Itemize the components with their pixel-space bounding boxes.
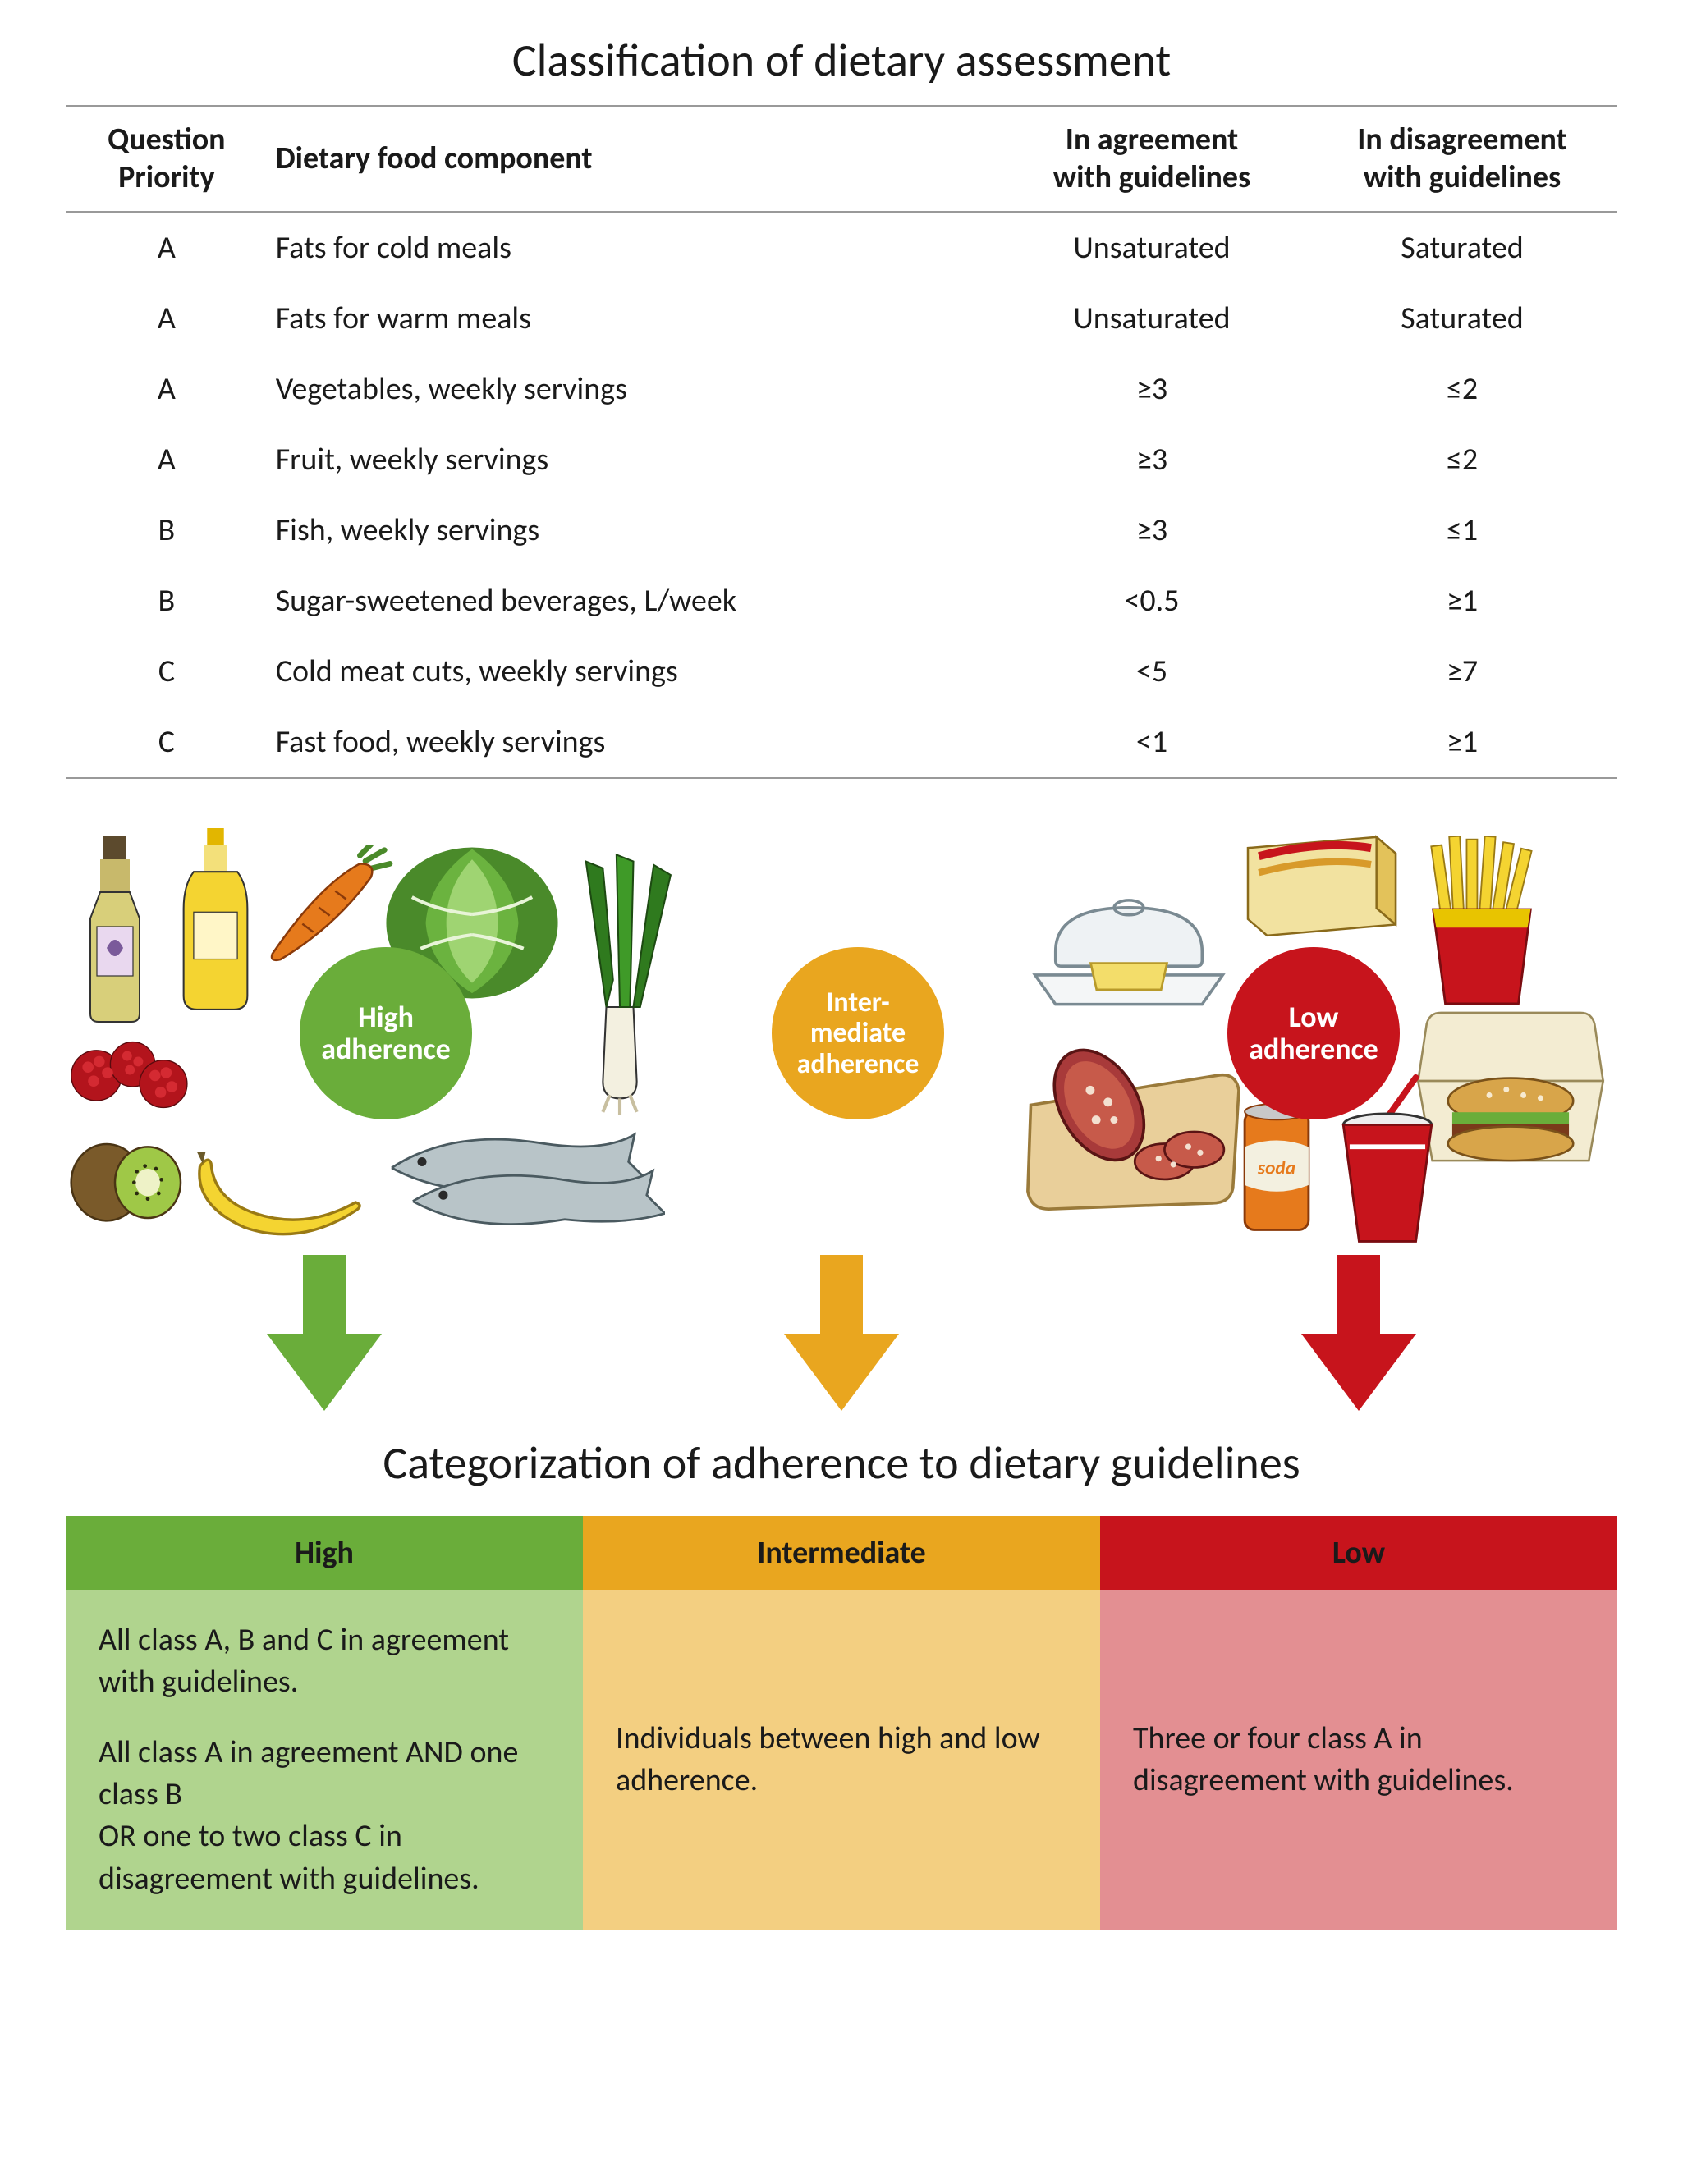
cat-body-low: Three or four class A in disagreement wi… [1100, 1590, 1617, 1930]
raspberries-icon [66, 1033, 205, 1140]
high-adherence-badge: Highadherence [300, 947, 472, 1119]
cat-header-high: High [66, 1516, 583, 1590]
arrow-high-icon [267, 1255, 382, 1411]
cell-priority: A [66, 354, 268, 424]
cat-body-text: Three or four class A in disagreement wi… [1133, 1718, 1584, 1802]
cat-header-low: Low [1100, 1516, 1617, 1590]
cell-component: Fruit, weekly servings [268, 424, 997, 495]
cat-header-intermediate: Intermediate [583, 1516, 1100, 1590]
table-row: CCold meat cuts, weekly servings<5≥7 [66, 636, 1617, 707]
cell-component: Fats for warm meals [268, 283, 997, 354]
cell-agree: <5 [997, 636, 1307, 707]
categorization-table: High Intermediate Low All class A, B and… [66, 1516, 1617, 1930]
cat-body-text: All class A, B and C in agreement with g… [99, 1619, 550, 1704]
cell-agree: ≥3 [997, 424, 1307, 495]
th-disagree: In disagreement with guidelines [1307, 106, 1617, 212]
cell-agree: <1 [997, 707, 1307, 778]
table-row: AVegetables, weekly servings≥3≤2 [66, 354, 1617, 424]
salami-board-icon [1010, 1046, 1248, 1218]
svg-text:soda: soda [1257, 1157, 1295, 1180]
cell-agree: Unsaturated [997, 212, 1307, 283]
cell-agree: ≥3 [997, 495, 1307, 565]
cell-disagree: Saturated [1307, 283, 1617, 354]
low-adherence-cluster: soda Lowadherence [1010, 828, 1617, 1239]
table-row: BSugar-sweetened beverages, L/week<0.5≥1 [66, 565, 1617, 636]
th-agree: In agreement with guidelines [997, 106, 1307, 212]
cell-component: Sugar-sweetened beverages, L/week [268, 565, 997, 636]
cell-disagree: ≤2 [1307, 354, 1617, 424]
leek-icon [550, 845, 690, 1115]
cell-priority: C [66, 636, 268, 707]
cell-disagree: ≥1 [1307, 707, 1617, 778]
cell-priority: A [66, 424, 268, 495]
cell-disagree: ≥7 [1307, 636, 1617, 707]
table-row: BFish, weekly servings≥3≤1 [66, 495, 1617, 565]
arrows-row [66, 1255, 1617, 1411]
cell-disagree: ≥1 [1307, 565, 1617, 636]
cat-body-intermediate: Individuals between high and low adheren… [583, 1590, 1100, 1930]
cell-component: Fast food, weekly servings [268, 707, 997, 778]
cell-disagree: ≤2 [1307, 424, 1617, 495]
assessment-table: Question Priority Dietary food component… [66, 105, 1617, 779]
cat-body-text: Individuals between high and low adheren… [616, 1718, 1067, 1802]
butter-dish-icon [1026, 877, 1231, 1017]
cell-component: Cold meat cuts, weekly servings [268, 636, 997, 707]
banana-icon [189, 1148, 369, 1243]
cell-priority: B [66, 495, 268, 565]
cell-priority: A [66, 212, 268, 283]
table-row: AFats for warm mealsUnsaturatedSaturated [66, 283, 1617, 354]
cracker-box-icon [1240, 828, 1404, 939]
low-adherence-badge: Lowadherence [1227, 947, 1400, 1119]
cell-priority: B [66, 565, 268, 636]
table-row: AFruit, weekly servings≥3≤2 [66, 424, 1617, 495]
table-row: CFast food, weekly servings<1≥1 [66, 707, 1617, 778]
olive-oil-icon [74, 836, 156, 1025]
fish-icon [361, 1099, 665, 1255]
kiwi-icon [66, 1132, 189, 1230]
cat-body-high: All class A, B and C in agreement with g… [66, 1590, 583, 1930]
cell-agree: ≥3 [997, 354, 1307, 424]
cell-component: Vegetables, weekly servings [268, 354, 997, 424]
cell-component: Fish, weekly servings [268, 495, 997, 565]
page-title: Classification of dietary assessment [66, 33, 1617, 89]
table-row: AFats for cold mealsUnsaturatedSaturated [66, 212, 1617, 283]
oil-bottle-icon [172, 828, 259, 1013]
intermediate-adherence-cluster: Inter-mediateadherence [735, 828, 981, 1239]
th-component: Dietary food component [268, 106, 997, 212]
high-adherence-cluster: Highadherence [66, 828, 706, 1239]
cell-agree: <0.5 [997, 565, 1307, 636]
cell-disagree: Saturated [1307, 212, 1617, 283]
arrow-low-icon [1301, 1255, 1416, 1411]
cell-component: Fats for cold meals [268, 212, 997, 283]
intermediate-adherence-badge: Inter-mediateadherence [772, 947, 944, 1119]
categorization-title: Categorization of adherence to dietary g… [66, 1435, 1617, 1491]
th-priority: Question Priority [66, 106, 268, 212]
cell-disagree: ≤1 [1307, 495, 1617, 565]
fries-icon [1420, 836, 1543, 1013]
adherence-infographic: Highadherence Inter-mediateadherence [66, 828, 1617, 1239]
arrow-intermediate-icon [784, 1255, 899, 1411]
cell-priority: A [66, 283, 268, 354]
cell-agree: Unsaturated [997, 283, 1307, 354]
cell-priority: C [66, 707, 268, 778]
cat-body-text: All class A in agreement AND one class B… [99, 1732, 550, 1900]
